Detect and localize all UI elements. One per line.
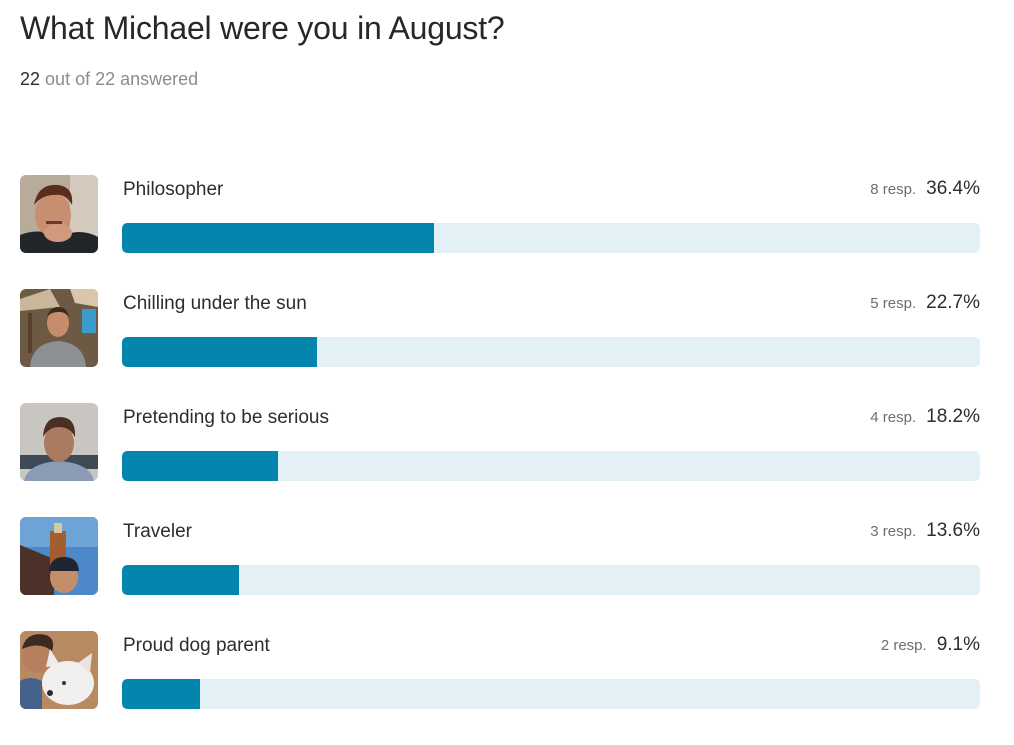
- option-label: Philosopher: [123, 179, 224, 200]
- response-percent: 18.2%: [926, 406, 980, 427]
- option-photo-philosopher: [20, 175, 98, 253]
- poll-option-chilling-under-the-sun: Chilling under the sun 5 resp. 22.7%: [20, 289, 980, 367]
- result-bar-track: [122, 451, 980, 481]
- man-city-hall-tower-photo-icon: [20, 517, 98, 595]
- man-hand-on-chin-photo-icon: [20, 175, 98, 253]
- response-count: 8 resp.: [870, 181, 917, 198]
- result-bar-track: [122, 337, 980, 367]
- option-photo-serious: [20, 403, 98, 481]
- answered-count: 22: [20, 69, 41, 89]
- poll-option-pretending-to-be-serious: Pretending to be serious 4 resp. 18.2%: [20, 403, 980, 481]
- poll-option-philosopher: Philosopher 8 resp. 36.4%: [20, 175, 980, 253]
- poll-option-traveler: Traveler 3 resp. 13.6%: [20, 517, 980, 595]
- result-bar-fill: [122, 679, 201, 709]
- poll-option-proud-dog-parent: Proud dog parent 2 resp. 9.1%: [20, 631, 980, 709]
- option-label: Chilling under the sun: [123, 293, 307, 314]
- result-bar-track: [122, 679, 980, 709]
- man-outdoor-cafe-photo-icon: [20, 289, 98, 367]
- response-percent: 13.6%: [926, 520, 980, 541]
- poll-results-list: Philosopher 8 resp. 36.4% Chilling under…: [20, 175, 980, 745]
- result-bar-fill: [122, 565, 239, 595]
- answered-suffix: out of 22 answered: [45, 69, 199, 89]
- option-photo-dog-parent: [20, 631, 98, 709]
- result-bar-fill: [122, 223, 435, 253]
- response-count: 4 resp.: [870, 409, 917, 426]
- option-stats: 8 resp. 36.4%: [870, 178, 980, 200]
- option-stats: 4 resp. 18.2%: [870, 406, 980, 428]
- page-title: What Michael were you in August?: [20, 10, 505, 46]
- result-bar-fill: [122, 337, 317, 367]
- option-photo-traveler: [20, 517, 98, 595]
- result-bar-track: [122, 565, 980, 595]
- option-stats: 2 resp. 9.1%: [881, 634, 980, 656]
- response-count: 3 resp.: [870, 523, 917, 540]
- answered-summary: 22 out of 22 answered: [20, 67, 198, 91]
- response-percent: 36.4%: [926, 178, 980, 199]
- option-label: Pretending to be serious: [123, 407, 329, 428]
- result-bar-fill: [122, 451, 279, 481]
- response-count: 2 resp.: [880, 637, 927, 654]
- option-stats: 5 resp. 22.7%: [870, 292, 980, 314]
- response-percent: 22.7%: [926, 292, 980, 313]
- response-count: 5 resp.: [870, 295, 917, 312]
- option-photo-chilling: [20, 289, 98, 367]
- option-stats: 3 resp. 13.6%: [870, 520, 980, 542]
- result-bar-track: [122, 223, 980, 253]
- option-label: Proud dog parent: [123, 635, 270, 656]
- man-white-puppy-photo-icon: [20, 631, 98, 709]
- response-percent: 9.1%: [936, 634, 980, 655]
- option-label: Traveler: [123, 521, 192, 542]
- man-office-selfie-photo-icon: [20, 403, 98, 481]
